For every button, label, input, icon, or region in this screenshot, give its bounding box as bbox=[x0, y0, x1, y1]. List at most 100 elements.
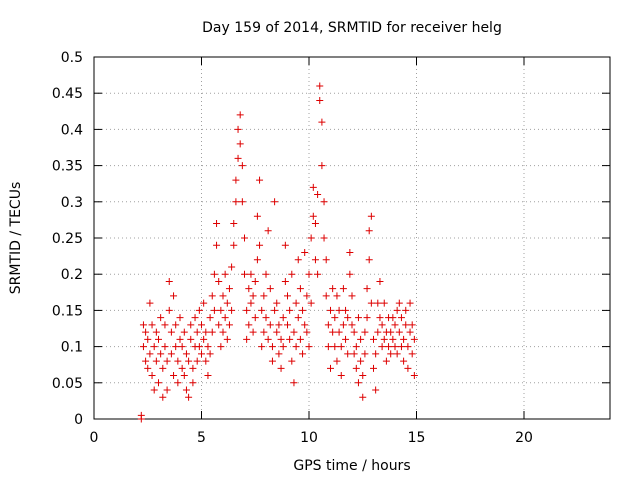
data-point bbox=[376, 314, 384, 322]
data-point bbox=[395, 299, 403, 307]
data-point bbox=[200, 299, 208, 307]
data-point bbox=[335, 306, 343, 314]
data-point bbox=[391, 343, 399, 351]
data-point bbox=[187, 321, 195, 329]
data-point bbox=[159, 364, 167, 372]
data-point bbox=[150, 343, 158, 351]
data-point bbox=[348, 321, 356, 329]
data-point bbox=[139, 321, 147, 329]
data-point bbox=[378, 343, 386, 351]
data-point bbox=[180, 372, 188, 380]
data-point bbox=[357, 357, 365, 365]
data-point bbox=[382, 357, 390, 365]
y-tick-label: 0.45 bbox=[52, 86, 83, 102]
data-point bbox=[354, 379, 362, 387]
data-point bbox=[333, 292, 341, 300]
data-point bbox=[318, 118, 326, 126]
data-point bbox=[370, 335, 377, 343]
data-point bbox=[305, 270, 313, 278]
data-point bbox=[331, 314, 339, 322]
data-point bbox=[359, 393, 367, 401]
data-point bbox=[163, 357, 171, 365]
data-point bbox=[251, 277, 259, 285]
data-point bbox=[139, 343, 147, 351]
data-point bbox=[146, 350, 154, 358]
data-point bbox=[150, 386, 158, 394]
data-point bbox=[174, 379, 182, 387]
data-point bbox=[253, 212, 261, 220]
data-point bbox=[335, 328, 343, 336]
data-point bbox=[296, 335, 304, 343]
data-point bbox=[271, 198, 279, 206]
x-tick-label: 10 bbox=[300, 430, 318, 446]
data-point bbox=[393, 306, 401, 314]
data-point bbox=[266, 285, 274, 293]
data-point bbox=[333, 357, 341, 365]
y-tick-label: 0.35 bbox=[52, 159, 83, 175]
data-point bbox=[215, 277, 223, 285]
data-point bbox=[327, 364, 334, 372]
data-point bbox=[219, 328, 227, 336]
data-point bbox=[286, 306, 294, 314]
data-point bbox=[189, 364, 197, 372]
data-point bbox=[232, 176, 240, 184]
data-point bbox=[292, 343, 300, 351]
data-point bbox=[223, 335, 231, 343]
data-point bbox=[236, 111, 244, 119]
data-point bbox=[148, 372, 156, 380]
data-point bbox=[307, 234, 315, 242]
data-point bbox=[258, 306, 266, 314]
data-point bbox=[314, 270, 322, 278]
data-point bbox=[178, 364, 186, 372]
data-point bbox=[221, 314, 229, 322]
y-tick-label: 0.05 bbox=[52, 376, 83, 392]
y-tick-label: 0.5 bbox=[61, 50, 83, 66]
data-point bbox=[344, 350, 352, 358]
data-points bbox=[137, 82, 418, 423]
y-tick-label: 0.25 bbox=[52, 231, 83, 247]
data-point bbox=[408, 350, 416, 358]
data-point bbox=[299, 306, 307, 314]
data-point bbox=[337, 372, 345, 380]
data-point bbox=[165, 277, 173, 285]
data-point bbox=[329, 328, 337, 336]
y-axis-label: SRMTID / TECUs bbox=[8, 182, 24, 295]
data-point bbox=[176, 335, 184, 343]
data-point bbox=[329, 285, 337, 293]
data-point bbox=[350, 350, 358, 358]
data-point bbox=[174, 357, 182, 365]
data-point bbox=[277, 335, 285, 343]
data-point bbox=[170, 372, 178, 380]
data-point bbox=[370, 364, 377, 372]
data-point bbox=[256, 241, 264, 249]
data-point bbox=[148, 321, 156, 329]
data-point bbox=[266, 321, 274, 329]
data-point bbox=[320, 234, 328, 242]
data-point bbox=[161, 343, 169, 351]
axis-ticks bbox=[93, 56, 610, 420]
data-point bbox=[342, 306, 350, 314]
data-point bbox=[198, 321, 205, 329]
data-point bbox=[389, 335, 397, 343]
data-point bbox=[311, 220, 319, 228]
data-point bbox=[221, 270, 229, 278]
data-point bbox=[376, 277, 384, 285]
data-point bbox=[402, 321, 410, 329]
data-point bbox=[327, 306, 334, 314]
y-tick-label: 0.15 bbox=[52, 303, 83, 319]
data-point bbox=[273, 328, 281, 336]
data-point bbox=[152, 328, 160, 336]
data-point bbox=[232, 198, 240, 206]
data-point bbox=[363, 285, 371, 293]
data-point bbox=[404, 364, 412, 372]
data-point bbox=[180, 328, 188, 336]
data-point bbox=[225, 285, 233, 293]
data-point bbox=[279, 343, 287, 351]
data-point bbox=[195, 343, 203, 351]
data-point bbox=[223, 299, 231, 307]
data-point bbox=[215, 321, 223, 329]
data-point bbox=[363, 314, 371, 322]
data-point bbox=[367, 212, 375, 220]
data-point bbox=[159, 393, 167, 401]
data-point bbox=[316, 96, 324, 104]
